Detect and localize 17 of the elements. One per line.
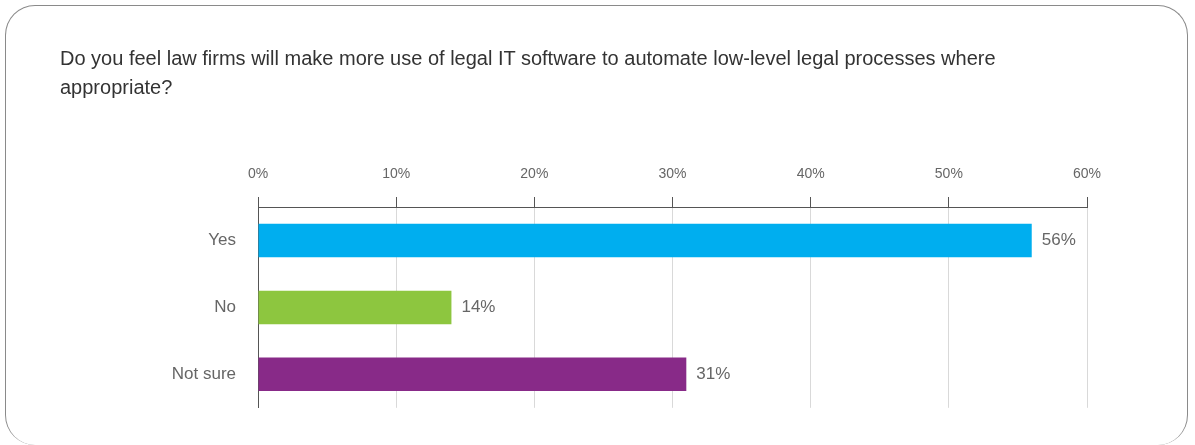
bar [258,290,452,325]
x-tick-label: 20% [520,165,549,182]
bar [258,223,1032,258]
data-label: 56% [1041,230,1076,250]
x-tick-label: 10% [382,165,411,182]
x-tick-label: 50% [934,165,963,182]
bar [258,357,687,392]
chart-title: Do you feel law firms will make more use of legal IT software to automate low-level legal processes where appropriate? [60,46,997,100]
y-tick-label: No [214,297,236,317]
x-tick-label: 0% [247,165,269,182]
x-tick-label: 60% [1072,165,1102,182]
data-label: 31% [696,364,731,384]
x-tick-label: 30% [658,165,687,182]
x-tick-label: 40% [796,165,825,182]
data-label: 14% [461,297,496,317]
y-tick-label: Not sure [171,364,236,384]
y-tick-label: Yes [208,230,236,250]
